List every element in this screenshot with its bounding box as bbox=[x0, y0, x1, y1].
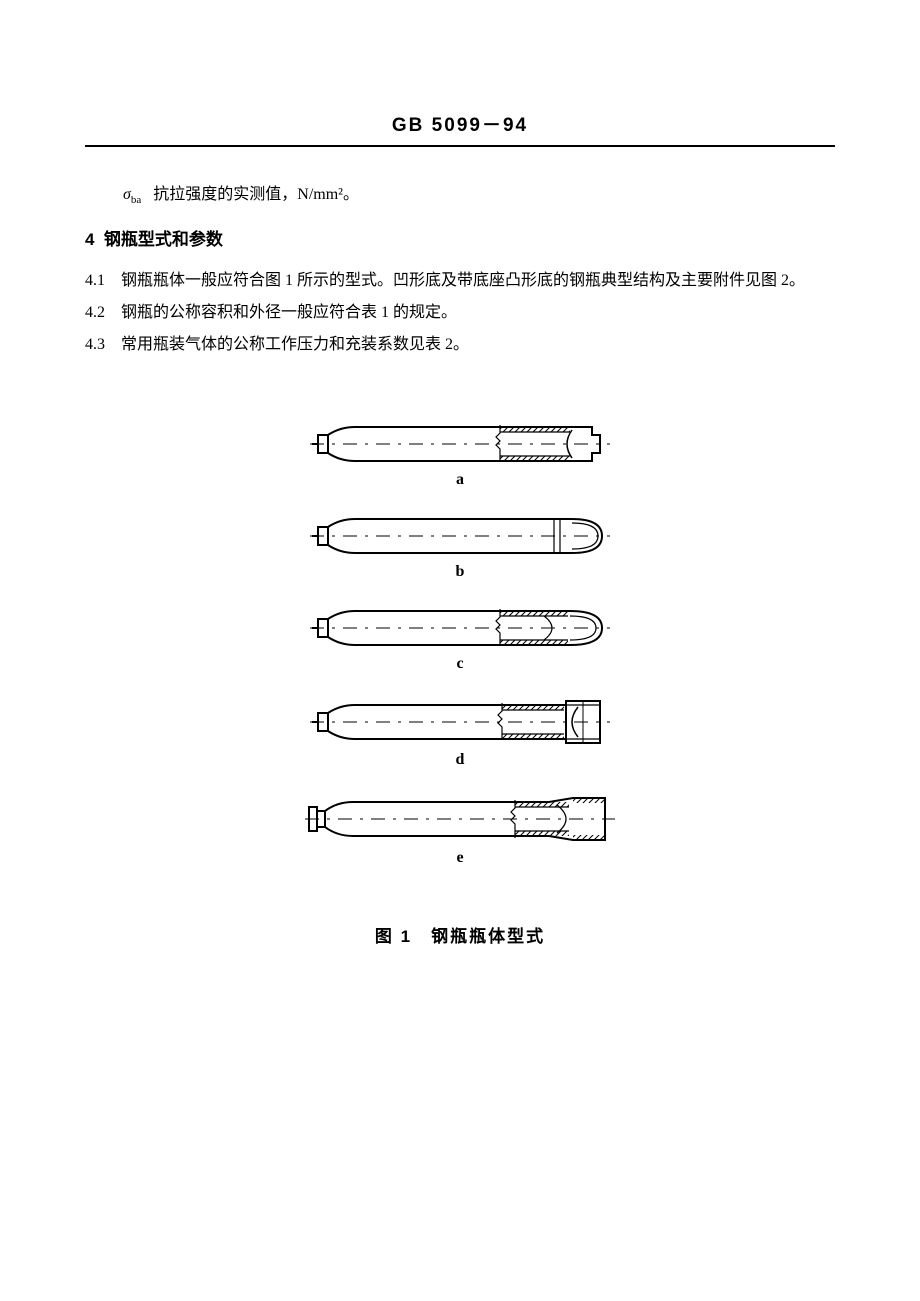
figure-1-area: a b bbox=[85, 421, 835, 867]
section-4-heading: 4 钢瓶型式和参数 bbox=[85, 221, 835, 258]
figure-1c-row: c bbox=[310, 605, 610, 673]
figure-1c-label: c bbox=[456, 655, 463, 673]
section-title: 钢瓶型式和参数 bbox=[104, 230, 223, 249]
sigma-symbol: σ bbox=[123, 186, 131, 203]
cylinder-type-a-diagram bbox=[310, 421, 610, 467]
cylinder-type-c-diagram bbox=[310, 605, 610, 651]
figure-1a-row: a bbox=[310, 421, 610, 489]
figure-1-caption: 图 1 钢瓶瓶体型式 bbox=[85, 922, 835, 947]
figure-1a-label: a bbox=[456, 471, 464, 489]
symbol-definition: σba 抗拉强度的实测值，N/mm²。 bbox=[85, 179, 835, 211]
cylinder-type-e-diagram bbox=[305, 793, 615, 845]
clause-4-2: 4.2 钢瓶的公称容积和外径一般应符合表 1 的规定。 bbox=[85, 297, 835, 329]
figure-1d-row: d bbox=[310, 697, 610, 769]
figure-1e-label: e bbox=[456, 849, 463, 867]
figure-1d-label: d bbox=[456, 751, 465, 769]
clause-4-3: 4.3 常用瓶装气体的公称工作压力和充装系数见表 2。 bbox=[85, 329, 835, 361]
cylinder-type-b-diagram bbox=[310, 513, 610, 559]
cylinder-type-d-diagram bbox=[310, 697, 610, 747]
clause-4-1: 4.1 钢瓶瓶体一般应符合图 1 所示的型式。凹形底及带底座凸形底的钢瓶典型结构… bbox=[85, 265, 835, 297]
figure-1e-row: e bbox=[305, 793, 615, 867]
figure-1b-row: b bbox=[310, 513, 610, 581]
symbol-description: 抗拉强度的实测值，N/mm²。 bbox=[153, 186, 359, 203]
sigma-subscript: ba bbox=[131, 194, 141, 206]
figure-1b-label: b bbox=[456, 563, 465, 581]
standard-header: GB 5099－94 bbox=[85, 110, 835, 147]
section-number: 4 bbox=[85, 230, 94, 249]
